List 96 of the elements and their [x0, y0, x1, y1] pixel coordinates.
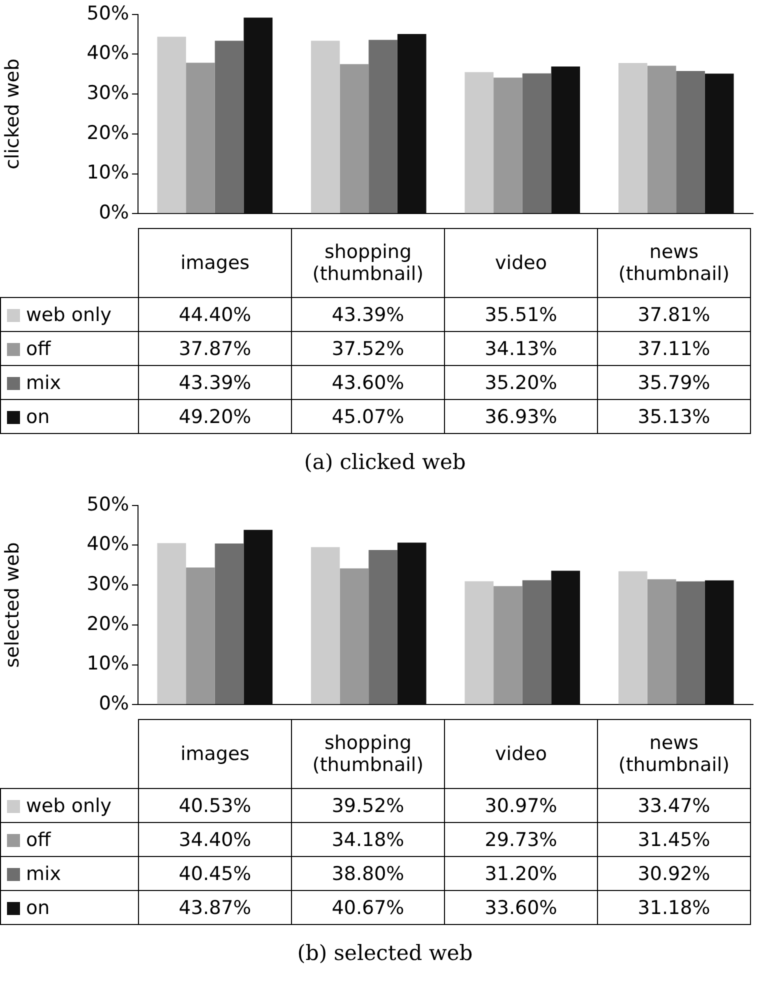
y-tick-label: 40% — [86, 42, 129, 64]
text: (a) clicked web — [303, 450, 467, 474]
bar — [704, 74, 734, 214]
y-tick-label: 50% — [86, 493, 129, 516]
data-label: 30.97% — [444, 788, 598, 822]
data-label: 37.11% — [598, 332, 750, 366]
data-label: 29.73% — [444, 822, 598, 856]
text: (b) selected web — [296, 941, 474, 965]
bar — [647, 66, 676, 214]
data-label: 36.93% — [444, 400, 598, 434]
data-label: 33.60% — [444, 890, 598, 924]
bar — [494, 78, 522, 214]
y-tick-label: 0% — [98, 202, 129, 224]
bar — [618, 62, 648, 214]
data-label: 37.52% — [292, 332, 444, 366]
bar — [214, 543, 244, 704]
y-tick-label: 10% — [86, 652, 129, 675]
data-label: 37.81% — [598, 298, 750, 332]
y-tick-label: 40% — [86, 533, 129, 556]
y-tick-label: 20% — [86, 612, 129, 635]
data-label: 31.18% — [598, 890, 750, 924]
bar — [676, 71, 705, 214]
y-tick-label: 10% — [86, 162, 129, 184]
data-label: 35.79% — [598, 366, 750, 400]
data-label: 43.39% — [138, 366, 292, 400]
data-label: 34.40% — [138, 822, 292, 856]
data-label: 40.53% — [138, 788, 292, 822]
bar — [368, 550, 398, 704]
legend-label: web only — [0, 298, 138, 332]
y-tick-label: 30% — [86, 82, 129, 104]
data-label: 44.40% — [138, 298, 292, 332]
bar — [522, 580, 552, 704]
legend-label: on — [0, 400, 138, 434]
bar — [244, 18, 273, 214]
y-axis-title: selected web — [1, 542, 24, 668]
data-label: 37.87% — [138, 332, 292, 366]
bar — [244, 530, 273, 704]
bar — [340, 568, 369, 704]
y-tick-label: 50% — [86, 2, 129, 24]
data-label: 35.51% — [444, 298, 598, 332]
bar — [310, 547, 340, 704]
data-label: 45.07% — [292, 400, 444, 434]
x-tick-label: video — [444, 720, 598, 788]
legend-label: off — [0, 822, 138, 856]
bar — [340, 64, 369, 214]
x-tick-label: images — [138, 720, 292, 788]
bar — [186, 568, 215, 704]
x-tick-label: news (thumbnail) — [598, 720, 750, 788]
bar — [310, 40, 340, 214]
data-label: 35.13% — [598, 400, 750, 434]
data-label: 31.20% — [444, 856, 598, 890]
bar — [157, 36, 186, 214]
x-tick-label: video — [444, 228, 598, 298]
data-label: 40.45% — [138, 856, 292, 890]
data-label: 34.13% — [444, 332, 598, 366]
legend-label: mix — [0, 366, 138, 400]
legend-label: mix — [0, 856, 138, 890]
bar — [464, 581, 494, 704]
y-tick-label: 20% — [86, 122, 129, 144]
bar — [397, 34, 426, 214]
x-tick-label: shopping (thumbnail) — [292, 228, 444, 298]
bar — [214, 40, 244, 214]
bar — [464, 72, 494, 214]
data-label: 43.87% — [138, 890, 292, 924]
data-label: 34.18% — [292, 822, 444, 856]
bar — [186, 62, 215, 214]
data-label: 40.67% — [292, 890, 444, 924]
legend-label: off — [0, 332, 138, 366]
data-label: 43.39% — [292, 298, 444, 332]
data-label: 31.45% — [598, 822, 750, 856]
legend-label: on — [0, 890, 138, 924]
bar — [647, 579, 676, 704]
y-axis-title: clicked web — [1, 58, 24, 170]
data-label: 33.47% — [598, 788, 750, 822]
bar — [397, 542, 426, 704]
bar — [676, 581, 705, 704]
bar — [704, 580, 734, 704]
y-tick-label: 30% — [86, 573, 129, 596]
x-tick-label: news (thumbnail) — [598, 228, 750, 298]
bar — [368, 40, 398, 214]
data-label: 39.52% — [292, 788, 444, 822]
bar — [522, 73, 552, 214]
y-tick-label: 0% — [98, 692, 129, 715]
bar — [494, 586, 522, 704]
bar — [157, 543, 186, 704]
data-label: 38.80% — [292, 856, 444, 890]
x-tick-label: images — [138, 228, 292, 298]
data-label: 43.60% — [292, 366, 444, 400]
legend-label: web only — [0, 788, 138, 822]
data-label: 35.20% — [444, 366, 598, 400]
bar — [618, 571, 648, 704]
x-tick-label: shopping (thumbnail) — [292, 720, 444, 788]
bar — [551, 66, 580, 214]
data-label: 30.92% — [598, 856, 750, 890]
bar — [551, 570, 580, 704]
data-label: 49.20% — [138, 400, 292, 434]
